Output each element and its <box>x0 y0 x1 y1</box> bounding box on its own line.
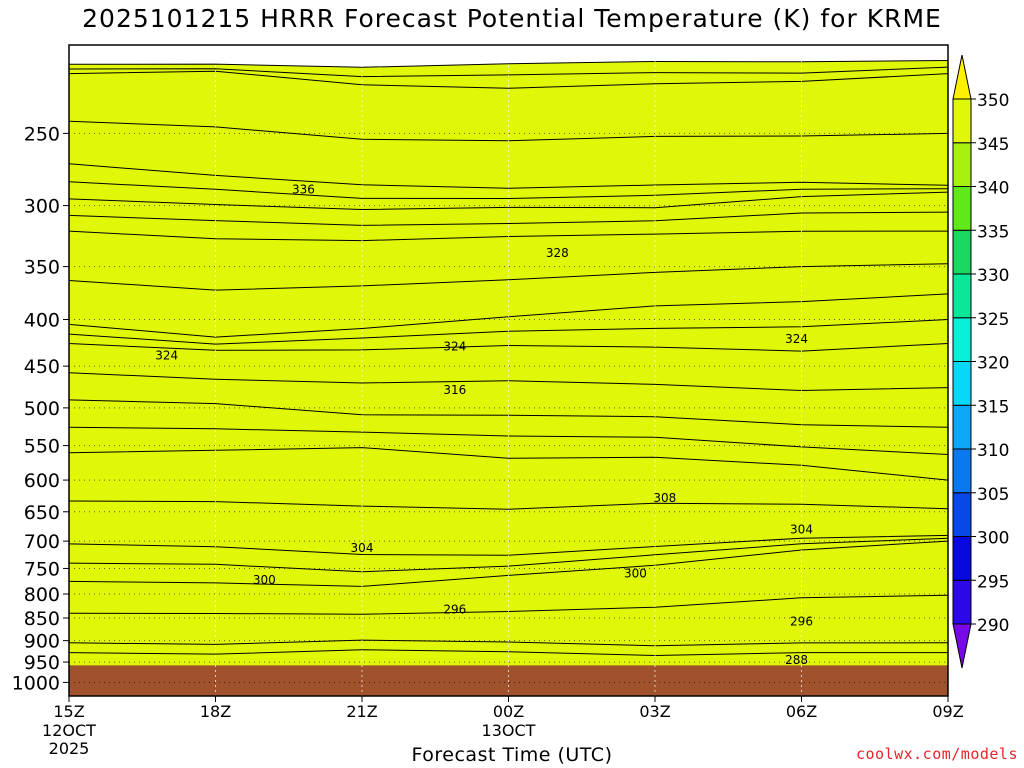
colorbar-low-triangle <box>952 623 972 669</box>
x-tick-label: 15Z <box>53 702 84 721</box>
contour-label: 304 <box>351 541 374 555</box>
colorbar-label: 345 <box>977 135 1009 155</box>
x-tick-sublabel: 13OCT <box>482 721 536 740</box>
colorbar-label: 350 <box>977 91 1009 111</box>
colorbar-label: 320 <box>977 354 1009 374</box>
y-tick-label: 750 <box>24 558 60 580</box>
y-tick-label: 1000 <box>12 672 60 694</box>
y-tick-label: 350 <box>24 257 60 279</box>
contour-label: 324 <box>785 332 808 346</box>
colorbar-segment <box>952 229 972 275</box>
y-axis: 2503003504004505005506006507007508008509… <box>12 123 69 694</box>
colorbar-segment <box>952 579 972 625</box>
y-tick-label: 600 <box>24 470 60 492</box>
colorbar-segment <box>952 448 972 494</box>
contour-label: 304 <box>790 523 813 537</box>
colorbar-label: 305 <box>977 485 1009 505</box>
colorbar-label: 325 <box>977 310 1009 330</box>
colorbar-segment <box>952 98 972 144</box>
x-tick-sublabel: 12OCT <box>42 721 96 740</box>
y-tick-label: 650 <box>24 502 60 524</box>
colorbar-segment <box>952 536 972 581</box>
x-tick-label: 06Z <box>786 702 817 721</box>
y-tick-label: 400 <box>24 310 60 332</box>
contour-label: 336 <box>292 182 315 196</box>
x-tick-label: 18Z <box>200 702 231 721</box>
contour-labels: 336 328 324 324 324 316 308 304 304 300 300 296 296 2… <box>155 182 813 667</box>
fill-band-350 <box>69 60 948 696</box>
y-tick-label: 500 <box>24 398 60 420</box>
contour-label: 300 <box>253 573 276 587</box>
colorbar-label: 295 <box>977 572 1009 592</box>
grid-lines <box>69 45 948 696</box>
x-tick-label: 09Z <box>932 702 963 721</box>
y-tick-label: 700 <box>24 531 60 553</box>
contour-label: 296 <box>443 603 466 617</box>
x-tick-label: 03Z <box>639 702 670 721</box>
contour-label: 328 <box>546 246 569 260</box>
contour-label: 288 <box>785 653 808 667</box>
colorbar-label: 310 <box>977 441 1009 461</box>
contour-label: 324 <box>155 348 178 362</box>
colorbar-segment <box>952 273 972 319</box>
colorbar-label: 300 <box>977 529 1009 549</box>
y-tick-label: 900 <box>24 631 60 653</box>
fill-bands <box>69 60 948 697</box>
y-tick-label: 550 <box>24 436 60 458</box>
contour-label: 296 <box>790 615 813 629</box>
contour-line-350-mid <box>68 66 949 78</box>
y-tick-label: 950 <box>24 652 60 674</box>
colorbar-segment <box>952 142 972 187</box>
chart-title: 2025101215 HRRR Forecast Potential Tempe… <box>82 4 942 33</box>
colorbar-segment <box>952 404 972 450</box>
colorbar-segment <box>952 317 972 362</box>
colorbar-label: 315 <box>977 397 1009 417</box>
contour-label: 324 <box>443 339 466 353</box>
y-tick-label: 850 <box>24 608 60 630</box>
y-tick-label: 800 <box>24 584 60 606</box>
colorbar-label: 340 <box>977 179 1009 199</box>
colorbar-segment <box>952 361 972 406</box>
contour-label: 300 <box>624 567 647 581</box>
contour-label: 308 <box>653 491 676 505</box>
colorbar-label: 290 <box>977 616 1009 636</box>
colorbar-segment <box>952 186 972 231</box>
colorbar: 290 295 300 305 310 315 320 325 330 335 340 345 350 <box>952 54 1009 669</box>
y-tick-label: 250 <box>24 123 60 145</box>
x-tick-sublabel: 2025 <box>49 739 90 758</box>
colorbar-label: 335 <box>977 222 1009 242</box>
colorbar-high-triangle <box>952 54 972 100</box>
x-tick-label: 00Z <box>493 702 524 721</box>
y-tick-label: 300 <box>24 196 60 218</box>
contour-label: 316 <box>443 383 466 397</box>
colorbar-segment <box>952 492 972 537</box>
contour-line-340-mid <box>68 181 949 200</box>
credit-text: coolwx.com/models <box>855 745 1018 763</box>
colorbar-label: 330 <box>977 266 1009 286</box>
x-axis-title: Forecast Time (UTC) <box>411 744 613 766</box>
y-tick-label: 450 <box>24 356 60 378</box>
x-tick-label: 21Z <box>346 702 377 721</box>
